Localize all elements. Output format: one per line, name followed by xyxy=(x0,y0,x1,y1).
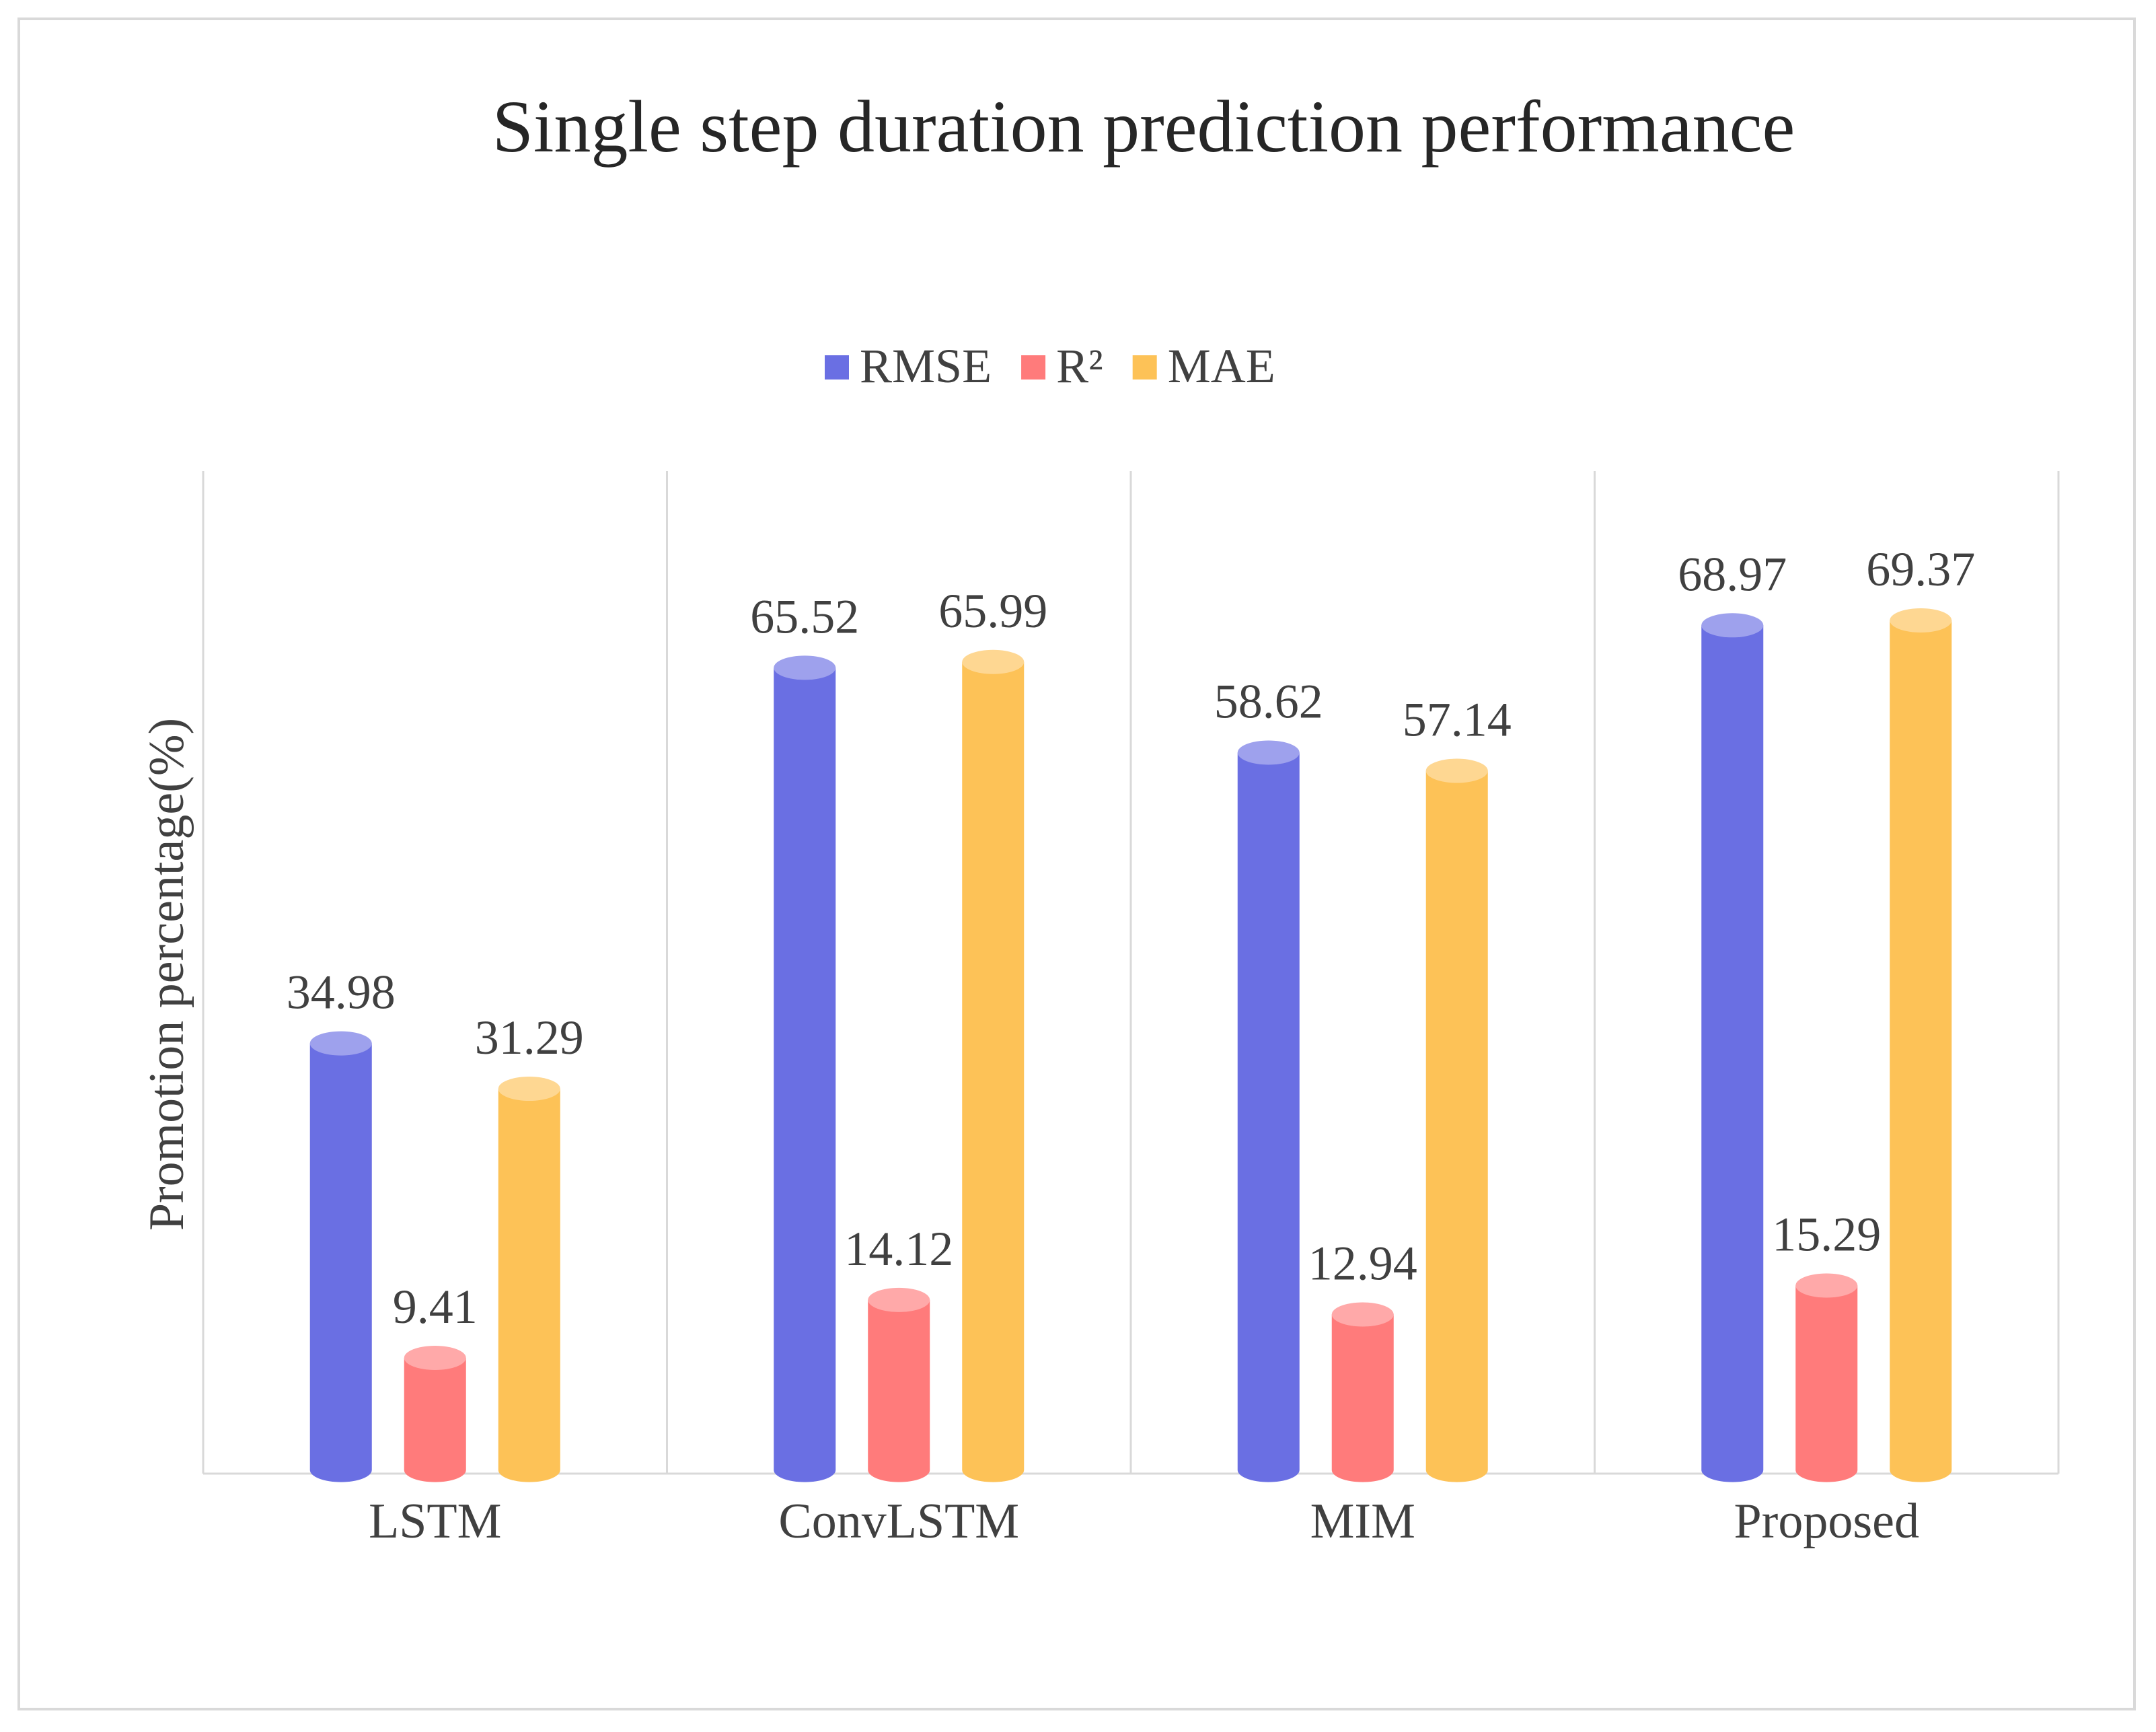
x-tick-label: Proposed xyxy=(1734,1494,1919,1549)
legend-swatch xyxy=(1021,355,1046,380)
bar-lstm-1: 9.41 xyxy=(393,1280,478,1482)
data-label: 57.14 xyxy=(1403,693,1512,747)
x-tick-label: MIM xyxy=(1310,1494,1415,1549)
data-label: 15.29 xyxy=(1772,1208,1881,1262)
data-label: 14.12 xyxy=(844,1222,953,1276)
y-axis-label: Promotion percentage(%) xyxy=(139,718,194,1231)
bars: 34.98 9.41 31.29 65.52 14.12 65.99 58.62 12.94 5… xyxy=(287,542,1975,1482)
x-tick-labels: LSTM ConvLSTM MIM Proposed xyxy=(369,1494,1919,1549)
bar-body xyxy=(868,1299,930,1482)
bar-proposed-0: 68.97 xyxy=(1678,547,1787,1482)
bar-body xyxy=(962,661,1025,1482)
legend-swatch xyxy=(825,355,849,380)
bar-body xyxy=(1701,625,1764,1482)
data-label: 31.29 xyxy=(475,1011,584,1065)
legend-label: RMSE xyxy=(860,339,992,393)
bar-body xyxy=(1331,1314,1394,1482)
bar-cap xyxy=(868,1287,930,1312)
bar-body xyxy=(774,667,836,1482)
legend-item: R² xyxy=(1021,339,1103,393)
bar-body xyxy=(1237,752,1300,1482)
bar-body xyxy=(1425,770,1488,1482)
chart-title: Single step duration prediction performa… xyxy=(492,85,1795,168)
bar-cap xyxy=(404,1345,466,1370)
category-separators xyxy=(202,471,2060,1475)
legend-item: RMSE xyxy=(825,339,992,393)
data-label: 58.62 xyxy=(1214,674,1323,728)
bar-mim-2: 57.14 xyxy=(1403,693,1512,1482)
legend-label: R² xyxy=(1056,339,1103,393)
bar-cap xyxy=(774,655,836,680)
bar-lstm-0: 34.98 xyxy=(287,966,396,1482)
data-label: 34.98 xyxy=(287,966,396,1019)
bar-convlstm-2: 65.99 xyxy=(938,584,1047,1482)
bar-body xyxy=(1795,1285,1858,1482)
legend-swatch xyxy=(1132,355,1157,380)
data-label: 65.52 xyxy=(750,589,859,643)
bar-lstm-2: 31.29 xyxy=(475,1011,584,1482)
bar-cap xyxy=(309,1031,372,1056)
data-label: 69.37 xyxy=(1866,542,1975,596)
bar-body xyxy=(498,1089,560,1482)
data-label: 9.41 xyxy=(393,1280,478,1334)
x-tick-label: ConvLSTM xyxy=(778,1494,1019,1549)
bar-body xyxy=(309,1043,372,1482)
bar-cap xyxy=(1701,613,1764,638)
legend: RMSE R² MAE xyxy=(825,339,1275,393)
bar-cap xyxy=(1425,758,1488,783)
legend-label: MAE xyxy=(1168,339,1275,393)
bar-convlstm-0: 65.52 xyxy=(750,589,859,1482)
bar-mim-0: 58.62 xyxy=(1214,674,1323,1482)
bar-convlstm-1: 14.12 xyxy=(844,1222,953,1482)
legend-item: MAE xyxy=(1132,339,1275,393)
bar-body xyxy=(1890,620,1952,1482)
bar-mim-1: 12.94 xyxy=(1308,1236,1417,1482)
bar-cap xyxy=(1890,608,1952,633)
bar-proposed-1: 15.29 xyxy=(1772,1208,1881,1482)
bar-cap xyxy=(1237,740,1300,765)
bar-cap xyxy=(1331,1302,1394,1327)
data-label: 65.99 xyxy=(938,584,1047,638)
bar-cap xyxy=(1795,1273,1858,1298)
data-label: 68.97 xyxy=(1678,547,1787,601)
data-label: 12.94 xyxy=(1308,1236,1417,1290)
bar-cap xyxy=(962,649,1025,674)
bar-body xyxy=(404,1357,466,1482)
bar-proposed-2: 69.37 xyxy=(1866,542,1975,1482)
bar-cap xyxy=(498,1077,560,1102)
x-tick-label: LSTM xyxy=(369,1494,501,1549)
